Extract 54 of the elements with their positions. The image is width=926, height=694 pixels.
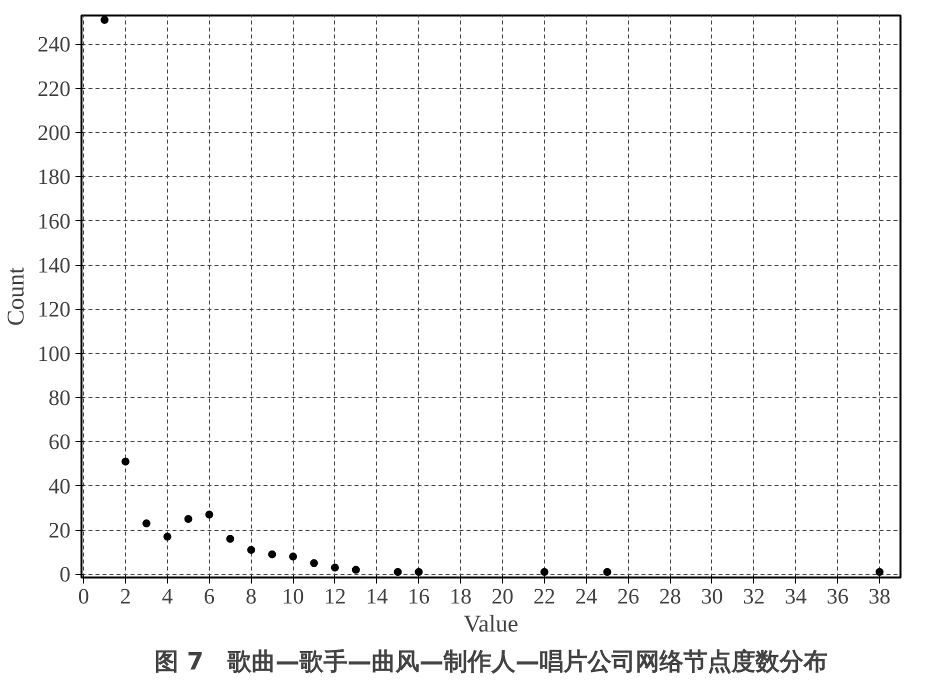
y-tick-label: 220 xyxy=(38,76,70,101)
point xyxy=(603,568,612,576)
y-tick-label: 20 xyxy=(48,518,70,543)
point xyxy=(121,458,130,466)
x-tick-label: 16 xyxy=(408,584,430,608)
x-tick-label: 4 xyxy=(162,584,173,608)
point xyxy=(205,510,214,519)
point xyxy=(330,564,339,572)
x-tick-label: 8 xyxy=(246,584,257,608)
x-tick-label: 22 xyxy=(533,584,556,608)
point xyxy=(310,559,318,568)
x-tick-label: 14 xyxy=(366,584,388,608)
y-tick-label: 200 xyxy=(38,120,70,146)
x-tick-label: 30 xyxy=(700,584,723,608)
point xyxy=(247,546,256,554)
x-tick-label: 28 xyxy=(659,584,682,608)
x-tick-label: 2 xyxy=(120,584,131,608)
x-tick-label: 0 xyxy=(78,584,90,608)
point xyxy=(352,566,360,574)
x-tick-label: 12 xyxy=(324,584,346,608)
x-tick-label: 32 xyxy=(742,584,765,608)
x-tick-label: 10 xyxy=(282,584,304,608)
y-tick-label: 240 xyxy=(38,32,70,57)
y-tick-label: 160 xyxy=(38,208,70,234)
x-tick-label: 6 xyxy=(204,584,215,608)
point xyxy=(268,550,276,558)
y-tick-label: 140 xyxy=(38,252,70,278)
x-tick-label: 20 xyxy=(492,584,514,608)
point xyxy=(142,519,150,528)
y-tick-label: 180 xyxy=(38,164,70,190)
y-tick-label: 40 xyxy=(48,473,70,498)
point xyxy=(876,568,884,576)
point xyxy=(184,514,192,523)
x-tick-label: 26 xyxy=(617,584,640,608)
x-tick-label: 36 xyxy=(826,584,849,608)
y-tick-label: 100 xyxy=(38,340,70,366)
x-tick-label: 34 xyxy=(784,584,807,608)
point xyxy=(226,534,234,543)
y-tick-label: 0 xyxy=(60,562,70,587)
x-tick-label: 24 xyxy=(575,584,598,608)
point xyxy=(394,568,402,576)
x-axis-title: Value xyxy=(464,612,518,638)
text: 图 7 歌曲—歌手—曲风—制作人—唱片公司网络节点度数分布 xyxy=(154,648,828,676)
point xyxy=(540,568,548,576)
y-tick-label: 120 xyxy=(38,296,70,322)
y-tick-label: 80 xyxy=(48,385,70,410)
y-tick-label: 60 xyxy=(48,429,70,454)
point xyxy=(100,16,109,24)
y-axis-title: Count xyxy=(4,266,30,326)
x-tick-label: 38 xyxy=(868,584,891,608)
x-tick-label: 18 xyxy=(450,584,472,608)
point xyxy=(414,568,423,576)
point xyxy=(163,532,172,541)
point xyxy=(289,552,298,561)
